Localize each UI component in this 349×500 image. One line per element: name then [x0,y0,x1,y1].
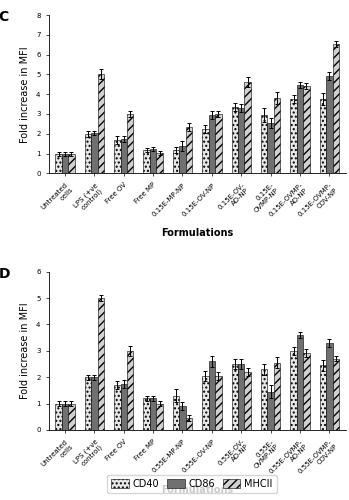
Y-axis label: Fold increase in MFI: Fold increase in MFI [21,46,30,142]
Bar [55,404,62,430]
Bar [150,148,156,174]
Bar [186,127,192,174]
Bar [326,343,333,430]
Bar [114,385,120,430]
Bar [209,115,215,174]
Bar [68,154,75,174]
Bar [333,44,339,174]
Bar [143,398,150,430]
Bar [261,115,267,174]
Bar [91,133,98,173]
Bar [267,123,274,174]
X-axis label: Formulations: Formulations [161,485,233,495]
Bar [202,376,209,430]
Bar [238,108,244,174]
Bar [55,154,62,174]
Bar [244,372,251,430]
Bar [215,114,222,174]
Bar [320,99,326,174]
Bar [127,114,133,174]
Bar [244,82,251,174]
Bar [114,140,120,173]
Bar [274,98,280,174]
Bar [156,404,163,430]
Bar [333,358,339,430]
Bar [215,376,222,430]
Bar [98,298,104,430]
Bar [85,134,91,173]
Bar [274,362,280,430]
Bar [231,364,238,430]
Bar [179,146,186,174]
Legend: CD40, CD86, MHCII: CD40, CD86, MHCII [107,475,276,492]
Bar [150,398,156,430]
Text: C: C [0,10,9,24]
Bar [120,384,127,430]
Bar [209,362,215,430]
Y-axis label: Fold increase in MFI: Fold increase in MFI [21,302,30,399]
Bar [156,152,163,174]
X-axis label: Formulations: Formulations [161,228,233,238]
Bar [326,76,333,174]
Bar [303,354,310,430]
Bar [85,377,91,430]
Bar [290,99,297,174]
Bar [143,150,150,174]
Bar [297,335,303,430]
Bar [238,364,244,430]
Bar [202,129,209,174]
Bar [186,418,192,430]
Text: D: D [0,267,10,281]
Bar [179,406,186,430]
Bar [320,366,326,430]
Bar [173,150,179,174]
Bar [261,370,267,430]
Bar [297,86,303,174]
Bar [68,404,75,430]
Bar [62,404,68,430]
Bar [173,396,179,430]
Bar [98,74,104,174]
Bar [127,351,133,430]
Bar [231,107,238,174]
Bar [290,351,297,430]
Bar [303,86,310,174]
Bar [120,138,127,173]
Bar [62,154,68,174]
Bar [91,377,98,430]
Bar [267,392,274,430]
